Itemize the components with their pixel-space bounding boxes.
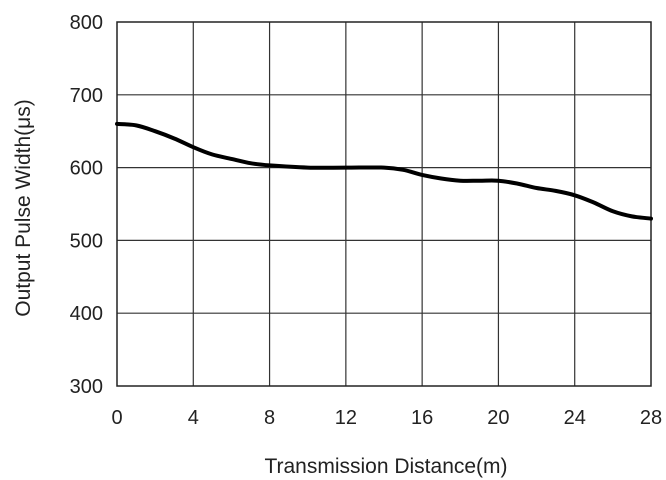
y-tick-label: 700 [70,85,103,107]
y-tick-label: 600 [70,158,103,180]
x-tick-label: 4 [188,407,199,429]
tick-labels: 0 4 8 12 16 20 24 28 300 400 500 600 700 800 [70,12,663,429]
x-tick-label: 0 [111,407,122,429]
axes [116,21,652,387]
x-tick-label: 24 [564,407,586,429]
x-tick-label: 8 [264,407,275,429]
x-tick-label: 20 [487,407,509,429]
y-tick-label: 400 [70,303,103,325]
x-tick-label: 28 [640,407,662,429]
grid [117,22,651,386]
y-tick-label: 300 [70,376,103,398]
series-line [115,121,653,221]
y-tick-label: 500 [70,230,103,252]
x-axis-title: Transmission Distance(m) [264,455,507,478]
y-tick-label: 800 [70,12,103,34]
series-layer [115,121,653,221]
x-tick-label: 16 [411,407,433,429]
plot-frame [116,21,652,387]
x-tick-label: 12 [335,407,357,429]
y-axis-title: Output Pulse Width(μs) [12,99,35,317]
